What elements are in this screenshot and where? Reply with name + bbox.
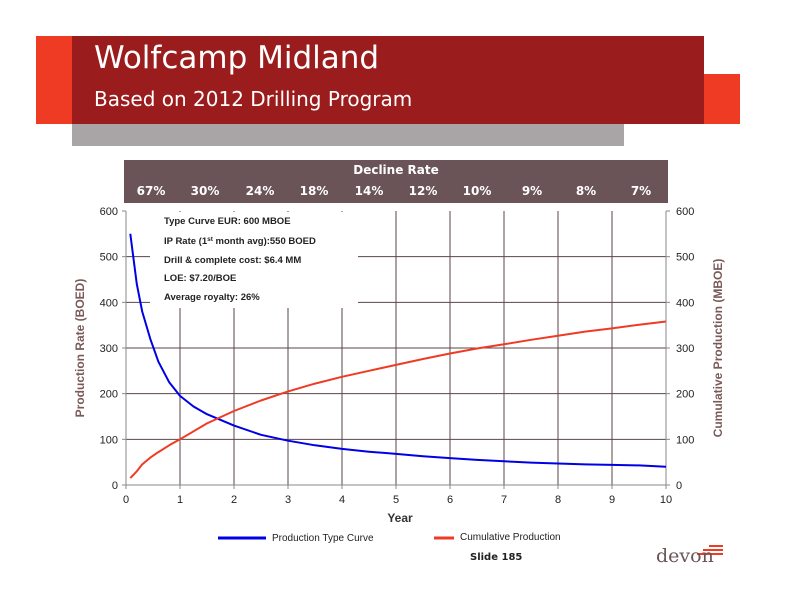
x-tick-label-5: 5 [393, 494, 399, 506]
x-tick-label-10: 10 [660, 494, 672, 506]
y-tick-label-left-100: 100 [100, 434, 118, 446]
decline-rate-year-2: 30% [190, 184, 220, 198]
legend-label-production: Production Type Curve [272, 533, 374, 544]
y-tick-label-right-200: 200 [676, 389, 694, 401]
slide-subtitle: Based on 2012 Drilling Program [94, 87, 413, 111]
x-tick-label-9: 9 [609, 494, 615, 506]
devon-logo [655, 545, 725, 575]
x-axis-label: Year [387, 511, 413, 525]
y-tick-label-left-500: 500 [100, 252, 118, 264]
y-tick-label-right-0: 0 [676, 480, 682, 492]
x-tick-label-8: 8 [555, 494, 561, 506]
decline-rate-title: Decline Rate [353, 163, 439, 177]
left-y-axis-label: Production Rate (BOED) [73, 279, 87, 418]
y-tick-label-left-600: 600 [100, 206, 118, 218]
y-tick-label-right-400: 400 [676, 297, 694, 309]
decline-rate-year-3: 24% [245, 184, 275, 198]
decline-rate-year-5: 14% [354, 184, 384, 198]
x-tick-label-2: 2 [231, 494, 237, 506]
y-tick-label-left-400: 400 [100, 297, 118, 309]
decline-rate-year-8: 9% [521, 184, 543, 198]
y-tick-label-left-0: 0 [112, 480, 118, 492]
annotation-royalty: Average royalty: 26% [164, 292, 260, 303]
decline-rate-year-6: 12% [408, 184, 438, 198]
production-type-curve-line [129, 233, 667, 468]
y-tick-label-right-100: 100 [676, 434, 694, 446]
slide-title: Wolfcamp Midland [94, 40, 380, 76]
annotation-eur: Type Curve EUR: 600 MBOE [164, 216, 291, 227]
y-tick-label-right-600: 600 [676, 206, 694, 218]
title-left-accent [36, 36, 72, 124]
decline-rate-year-7: 10% [462, 184, 492, 198]
decline-rate-header [124, 160, 668, 203]
x-tick-label-7: 7 [501, 494, 507, 506]
decline-rate-year-4: 18% [299, 184, 329, 198]
title-right-accent [704, 74, 740, 124]
y-tick-label-right-300: 300 [676, 343, 694, 355]
x-tick-label-0: 0 [123, 494, 129, 506]
decline-rate-year-1: 67% [136, 184, 166, 198]
x-tick-label-1: 1 [177, 494, 183, 506]
chart-series [129, 233, 667, 479]
x-tick-label-3: 3 [285, 494, 291, 506]
chart-legend: Production Type Curve Cumulative Product… [218, 532, 561, 544]
annotation-cost: Drill & complete cost: $6.4 MM [164, 255, 301, 266]
legend-label-cumulative: Cumulative Production [460, 532, 561, 543]
right-y-axis-label: Cumulative Production (MBOE) [711, 259, 725, 438]
y-tick-label-right-500: 500 [676, 252, 694, 264]
decline-rate-year-10: 7% [630, 184, 652, 198]
type-curve-annotation-box [150, 212, 358, 308]
y-tick-label-left-200: 200 [100, 389, 118, 401]
y-tick-label-left-300: 300 [100, 343, 118, 355]
x-tick-label-4: 4 [339, 494, 345, 506]
annotation-loe: LOE: $7.20/BOE [164, 273, 236, 284]
x-tick-label-6: 6 [447, 494, 453, 506]
annotation-ip-rate: IP Rate (1st month avg):550 BOED [164, 236, 316, 247]
decline-rate-year-9: 8% [575, 184, 597, 198]
devon-logo-text: devon [656, 545, 714, 567]
slide-number: Slide 185 [470, 552, 523, 563]
title-underline-band [72, 124, 624, 146]
title-band [36, 36, 704, 124]
cumulative-production-line [129, 320, 667, 479]
